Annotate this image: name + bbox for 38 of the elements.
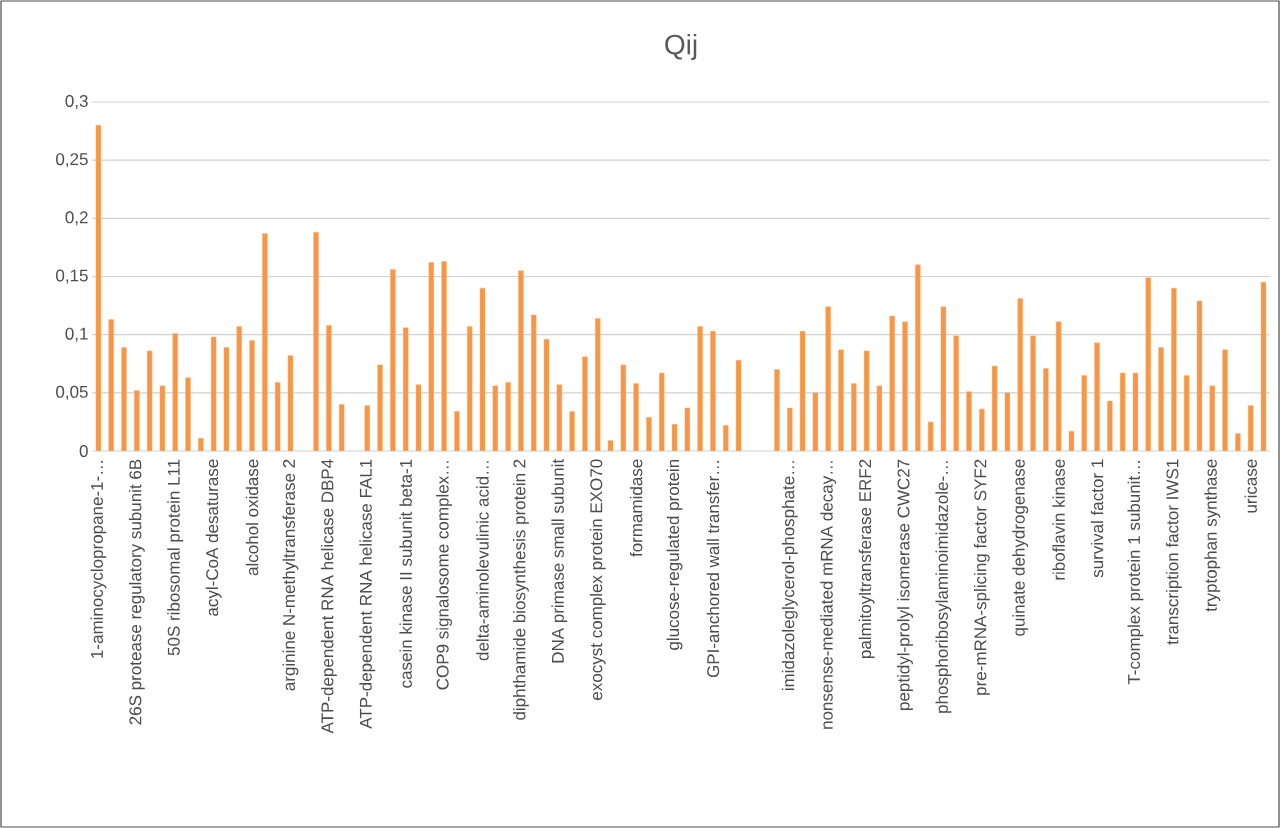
x-tick-label: imidazoleglycerol-phosphate… [781, 461, 798, 691]
y-tick-label: 0 [79, 444, 88, 458]
x-tick-label: tryptophan synthase [1204, 459, 1221, 612]
x-tick-label: ATP-dependent RNA helicase FAL1 [359, 459, 376, 729]
y-tick-label: 0,1 [65, 327, 88, 342]
chart-title: Qij [665, 33, 697, 61]
x-tick-label: palmitoyltransferase ERF2 [858, 459, 875, 658]
x-tick-label: delta-aminolevulinic acid… [476, 461, 489, 661]
x-tick-label: phosphoribosylaminoimidazole-… [935, 461, 952, 713]
x-tick-label: DNA primase small subunit [551, 458, 568, 663]
x-tick-label: COP9 signalosome complex… [436, 461, 453, 690]
x-tick-label: peptidyl-prolyl isomerase CWC27 [897, 459, 913, 710]
y-tick-label: 0,2 [65, 211, 88, 226]
x-tick-label: survival factor 1 [1090, 459, 1104, 578]
y-tick-label: 0,3 [65, 94, 88, 110]
x-tick-label: acyl-CoA desaturase [205, 459, 222, 616]
y-tick-label: 0,05 [56, 385, 88, 400]
x-tick-label: arginine N-methyltransferase 2 [282, 459, 299, 691]
x-tick-label: formamidase [629, 459, 643, 557]
x-tick-label: transcription factor IWS1 [1165, 459, 1182, 645]
x-tick-label: glucose-regulated protein [666, 459, 683, 650]
x-tick-label: T-complex protein 1 subunit… [1127, 461, 1144, 685]
x-tick-label: 1-aminocyclopropane-1-… [90, 461, 107, 658]
y-tick-label: 0,15 [56, 269, 88, 284]
x-tick-label: casein kinase II subunit beta-1 [399, 459, 412, 688]
x-tick-label: GPI-anchored wall transfer… [706, 461, 720, 678]
x-tick-label: uricase [1244, 459, 1257, 513]
x-tick-label: 26S protease regulatory subunit 6B [128, 459, 145, 725]
x-tick-label: exocyst complex protein EXO70 [589, 459, 606, 700]
x-tick-label: ATP-dependent RNA helicase DBP4 [320, 459, 337, 734]
x-tick-label: quinate dehydrogenase [1012, 459, 1029, 636]
x-tick-label: nonsense-mediated mRNA decay… [820, 461, 837, 729]
y-tick-label: 0,25 [56, 153, 88, 168]
x-tick-label: pre-mRNA-splicing factor SYF2 [973, 459, 990, 695]
x-tick-label: diphthamide biosynthesis protein 2 [512, 459, 529, 720]
x-tick-label: 50S ribosomal protein L11 [167, 459, 184, 656]
x-tick-label: alcohol oxidase [245, 459, 259, 576]
x-tick-label: riboflavin kinase [1052, 459, 1065, 580]
